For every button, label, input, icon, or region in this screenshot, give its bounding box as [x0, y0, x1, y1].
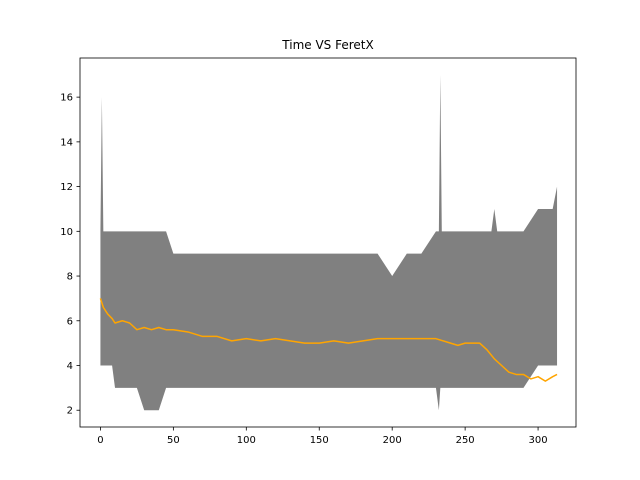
axes: 0 50 100 150 200 250 300 2 4 6 8 10 12 14 16 [60, 57, 577, 446]
range-band [100, 74, 558, 411]
y-tick-label: 2 [67, 406, 73, 417]
x-tick-label: 250 [456, 435, 475, 446]
x-tick-label: 150 [310, 435, 329, 446]
x-tick-label: 100 [237, 435, 256, 446]
x-tick-label: 0 [97, 435, 103, 446]
x-tick-label: 300 [529, 435, 548, 446]
axes-frame [79, 57, 577, 428]
y-tick-label: 10 [60, 227, 73, 238]
x-tick-label: 50 [167, 435, 180, 446]
y-tick-label: 14 [60, 137, 73, 148]
y-tick-label: 12 [60, 182, 73, 193]
x-tick-label: 200 [383, 435, 402, 446]
chart-title: Time VS FeretX [281, 38, 373, 52]
y-tick-label: 4 [67, 361, 73, 372]
plot-area [99, 74, 558, 411]
y-tick-label: 8 [67, 272, 73, 283]
series-line-0 [99, 298, 558, 382]
y-tick-label: 6 [67, 316, 73, 327]
y-tick-label: 16 [60, 93, 73, 104]
